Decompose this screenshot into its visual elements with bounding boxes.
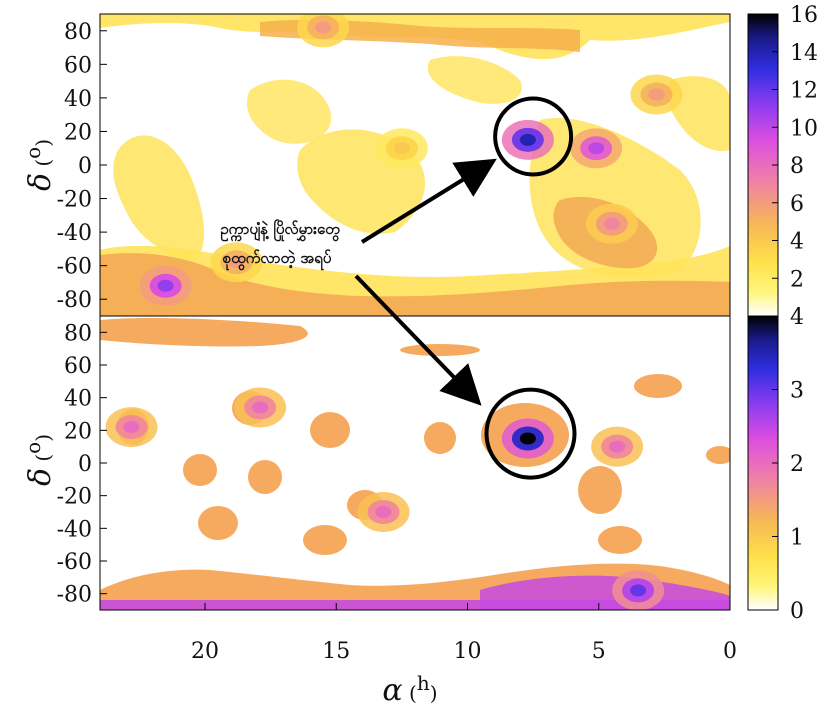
colorbar-tick-label: 4 bbox=[790, 305, 804, 330]
colorbar-tick-label: 14 bbox=[790, 41, 818, 66]
hotspot-core bbox=[588, 142, 605, 155]
y-tick-label: 80 bbox=[64, 20, 92, 45]
bottom-blob bbox=[400, 344, 480, 356]
bottom-blob bbox=[183, 454, 217, 486]
x-tick-label: 0 bbox=[723, 639, 737, 664]
arrow-to-top-circle bbox=[360, 158, 497, 244]
x-tick-label: 20 bbox=[191, 639, 219, 664]
colorbar-tick-label: 16 bbox=[790, 3, 818, 28]
x-tick-label: 10 bbox=[454, 639, 482, 664]
hotspot-core bbox=[252, 401, 269, 414]
bottom-colorbar: 0 1 2 3 4 bbox=[747, 305, 804, 624]
top-panel: 80 60 40 20 0 -20 -40 -60 -80 δ (o) bbox=[21, 13, 731, 317]
hotspot-core bbox=[315, 21, 332, 34]
colorbar-tick-label: 8 bbox=[790, 154, 804, 179]
y-tick-label: 40 bbox=[64, 87, 92, 112]
bottom-xlabel-unit: h bbox=[417, 671, 430, 695]
bottom-blob bbox=[248, 460, 282, 494]
radiant-circle-bottom bbox=[484, 387, 577, 480]
colorbar-tick-label: 6 bbox=[790, 192, 804, 217]
y-tick-label: -80 bbox=[57, 288, 92, 313]
top-region-center-b bbox=[246, 79, 332, 144]
x-tick-label: 15 bbox=[322, 639, 350, 664]
top-region-upper-mid bbox=[427, 56, 522, 104]
top-region-far-right bbox=[667, 76, 730, 151]
top-y-ticks: 80 60 40 20 0 -20 -40 -60 -80 bbox=[57, 20, 107, 313]
bottom-blob bbox=[424, 422, 456, 454]
top-region-west-arm bbox=[113, 135, 205, 262]
bottom-blob bbox=[578, 466, 622, 514]
bottom-hotspots bbox=[105, 387, 665, 610]
hotspot-core bbox=[648, 88, 665, 101]
top-ylabel: δ (o) bbox=[21, 139, 58, 191]
bottom-region-south-violet-b bbox=[480, 575, 730, 610]
hotspot-core bbox=[393, 142, 410, 155]
colorbar-tick-label: 10 bbox=[790, 116, 818, 141]
hotspot-core bbox=[519, 432, 536, 445]
y-tick-label: -40 bbox=[57, 221, 92, 246]
y-tick-label: -20 bbox=[57, 485, 92, 510]
hotspot-core bbox=[375, 506, 392, 518]
bottom-blob bbox=[598, 526, 642, 554]
hotspot-core bbox=[630, 584, 647, 597]
radiant-circle-top bbox=[493, 96, 574, 177]
y-tick-label: 20 bbox=[64, 120, 92, 145]
y-tick-label: -80 bbox=[57, 583, 92, 608]
bottom-ylabel: δ (o) bbox=[21, 434, 58, 486]
bottom-blob bbox=[310, 412, 350, 448]
top-colorbar-ticks: 2 4 6 8 10 12 14 16 bbox=[772, 3, 818, 292]
y-tick-label: 0 bbox=[78, 452, 92, 477]
hotspot-core bbox=[603, 217, 620, 230]
colorbar-tick-label: 4 bbox=[790, 230, 804, 255]
y-tick-label: 60 bbox=[64, 53, 92, 78]
arrow-to-bottom-circle bbox=[354, 274, 482, 406]
top-colorbar: 2 4 6 8 10 12 14 16 bbox=[747, 3, 818, 317]
bottom-xlabel: α (h) bbox=[382, 671, 437, 708]
y-tick-label: 0 bbox=[78, 154, 92, 179]
colorbar-tick-label: 2 bbox=[790, 452, 804, 477]
y-tick-label: 80 bbox=[64, 321, 92, 346]
y-tick-label: -20 bbox=[57, 188, 92, 213]
hotspot-core bbox=[123, 421, 140, 434]
bottom-blob bbox=[706, 446, 730, 464]
bottom-blob bbox=[198, 506, 238, 540]
hotspot-core bbox=[157, 279, 174, 292]
hotspot-core bbox=[228, 256, 245, 269]
y-tick-label: -40 bbox=[57, 517, 92, 542]
y-tick-label: -60 bbox=[57, 550, 92, 575]
bottom-blob bbox=[303, 525, 347, 555]
y-tick-label: 40 bbox=[64, 387, 92, 412]
x-tick-label: 5 bbox=[592, 639, 606, 664]
colorbar-tick-label: 0 bbox=[790, 599, 804, 624]
colorbar-tick-label: 12 bbox=[790, 79, 818, 104]
top-region-south-orange bbox=[100, 253, 730, 316]
bottom-xlabel-symbol: α bbox=[382, 673, 402, 708]
y-tick-label: 20 bbox=[64, 419, 92, 444]
colorbar-tick-label: 2 bbox=[790, 267, 804, 292]
top-ylabel-symbol: δ bbox=[23, 173, 58, 191]
bottom-panel: 80 60 40 20 0 -20 -40 -60 -80 20 15 10 5 0 δ (o) α (… bbox=[21, 315, 737, 708]
bottom-ylabel-symbol: δ bbox=[23, 468, 58, 486]
top-hotspots bbox=[139, 14, 683, 306]
colorbar-tick-label: 1 bbox=[790, 526, 804, 551]
bottom-x-ticks: 20 15 10 5 0 bbox=[191, 603, 737, 664]
bottom-y-ticks: 80 60 40 20 0 -20 -40 -60 -80 bbox=[57, 321, 107, 608]
annotation-line-2: စုထွက်လာတဲ့ အရပ် bbox=[223, 248, 332, 271]
y-tick-label: 60 bbox=[64, 354, 92, 379]
colorbar-tick-label: 3 bbox=[790, 379, 804, 404]
y-tick-label: -60 bbox=[57, 255, 92, 280]
bottom-colorbar-ticks: 0 1 2 3 4 bbox=[772, 305, 804, 624]
bottom-region-north-band bbox=[100, 318, 308, 347]
bottom-blob bbox=[634, 374, 682, 398]
hotspot-core bbox=[609, 440, 626, 453]
bottom-ylabel-unit: o bbox=[21, 442, 45, 454]
top-ylabel-unit: o bbox=[21, 147, 45, 159]
hotspot-core bbox=[519, 133, 536, 146]
